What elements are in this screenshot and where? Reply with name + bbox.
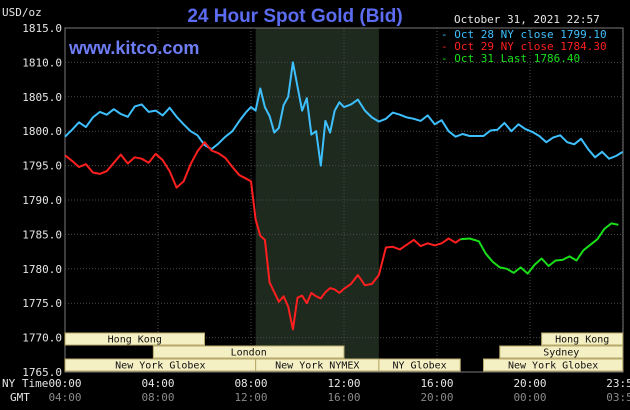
x-tick-label-gmt: 12:00 <box>234 391 267 404</box>
y-tick-label: 1800.0 <box>22 125 62 138</box>
session-label: Hong Kong <box>555 335 609 346</box>
y-tick-label: 1765.0 <box>22 366 62 379</box>
x-tick-label-gmt: 00:00 <box>513 391 546 404</box>
legend-entry: - Oct 31 Last 1786.40 <box>441 52 580 65</box>
y-tick-label: 1805.0 <box>22 91 62 104</box>
series-line-1 <box>64 61 624 167</box>
grid-lines <box>64 27 624 373</box>
x-tick-label-gmt: 20:00 <box>420 391 453 404</box>
session-bar: Hong Kong <box>64 332 205 346</box>
chart-title: 24 Hour Spot Gold (Bid) <box>187 6 402 27</box>
plot-frame <box>64 27 624 373</box>
y-tick-label: 1810.0 <box>22 56 62 69</box>
timestamp: October 31, 2021 22:57 <box>454 13 600 26</box>
session-label: New York Globex <box>115 361 205 372</box>
session-bar: New York Globex <box>483 358 624 372</box>
session-box <box>541 332 624 346</box>
session-bar: New York Globex <box>64 358 257 372</box>
x-row2-label: GMT <box>10 391 30 404</box>
session-label: New York NYMEX <box>275 361 359 372</box>
series-line-2 <box>64 141 461 331</box>
session-box <box>64 332 205 346</box>
x-tick-label-gmt: 08:00 <box>141 391 174 404</box>
session-box <box>378 358 461 372</box>
y-tick-label: 1790.0 <box>22 194 62 207</box>
y-tick-label: 1780.0 <box>22 263 62 276</box>
session-bar: Sydney <box>499 345 624 359</box>
session-label: NY Globex <box>392 361 446 372</box>
x-tick-label-ny: 00:00 <box>48 377 81 390</box>
legend-entry: - Oct 29 NY close 1784.30 <box>441 40 607 53</box>
session-bar: Hong Kong <box>541 332 624 346</box>
series-lines <box>64 61 624 331</box>
x-tick-label-gmt: 03:59 <box>606 391 630 404</box>
session-box <box>152 345 345 359</box>
session-label: Sydney <box>543 348 579 359</box>
y-tick-label: 1770.0 <box>22 332 62 345</box>
legend-entry: - Oct 28 NY close 1799.10 <box>441 28 607 41</box>
session-label: New York Globex <box>508 361 598 372</box>
session-box <box>499 345 624 359</box>
session-label: London <box>231 348 267 359</box>
x-axis-ticks: 00:0004:0008:0012:0016:0020:0023:5904:00… <box>48 377 630 404</box>
session-bar: London <box>152 345 345 359</box>
x-row1-label: NY Time <box>2 377 48 390</box>
session-box <box>483 358 624 372</box>
x-tick-label-ny: 20:00 <box>513 377 546 390</box>
x-tick-label-ny: 04:00 <box>141 377 174 390</box>
x-tick-label-ny: 12:00 <box>327 377 360 390</box>
session-bar: New York NYMEX <box>255 358 380 372</box>
session-label: Hong Kong <box>108 335 162 346</box>
legend: - Oct 28 NY close 1799.10- Oct 29 NY clo… <box>441 28 607 65</box>
session-bar: NY Globex <box>378 358 461 372</box>
y-tick-label: 1815.0 <box>22 22 62 35</box>
x-tick-label-ny: 16:00 <box>420 377 453 390</box>
x-tick-label-gmt: 04:00 <box>48 391 81 404</box>
y-tick-label: 1785.0 <box>22 228 62 241</box>
y-unit-label: USD/oz <box>2 6 42 19</box>
x-tick-label-gmt: 16:00 <box>327 391 360 404</box>
y-tick-label: 1795.0 <box>22 160 62 173</box>
x-tick-label-ny: 23:59 <box>606 377 630 390</box>
y-axis-ticks: 1815.0 1810.0 1805.0 1800.0 1795.0 1790.0 1785… <box>22 22 62 379</box>
trading-sessions: Hong Kong London New York Globex New York N… <box>64 332 624 372</box>
y-tick-label: 1775.0 <box>22 297 62 310</box>
website-label: www.kitco.com <box>68 38 199 58</box>
series-line-3 <box>460 222 619 275</box>
x-tick-label-ny: 08:00 <box>234 377 267 390</box>
